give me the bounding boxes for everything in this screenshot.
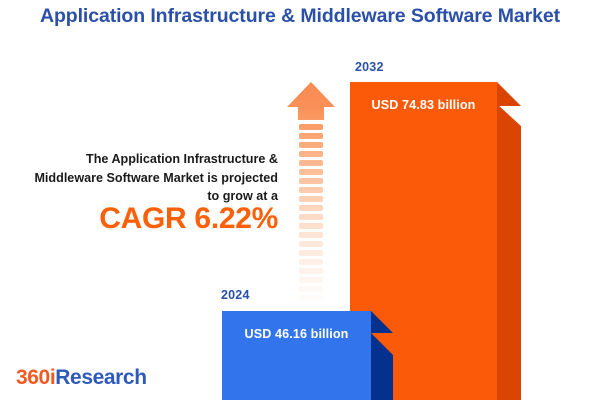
bar-2032-value-label: USD 74.83 billion <box>371 98 476 112</box>
page-title: Application Infrastructure & Middleware … <box>39 5 561 27</box>
bar-2024-year-label: 2024 <box>221 288 250 302</box>
brand-logo: 360iResearch <box>16 366 147 390</box>
market-description: The Application Infrastructure & Middlew… <box>34 152 278 204</box>
bar-2032-side-face <box>497 104 521 400</box>
bar-2024-value-label: USD 46.16 billion <box>244 327 349 341</box>
bar-2024-side-face <box>371 333 393 400</box>
brand-logo-secondary: Research <box>55 366 147 389</box>
growth-arrow-icon <box>286 80 336 306</box>
bar-2032-top-bevel <box>497 82 521 106</box>
bar-2032-year-label: 2032 <box>355 60 384 74</box>
cagr-highlight: CAGR 6.22% <box>99 202 278 235</box>
brand-logo-primary: 360i <box>16 366 56 389</box>
bar-2024-front-face <box>222 311 371 400</box>
